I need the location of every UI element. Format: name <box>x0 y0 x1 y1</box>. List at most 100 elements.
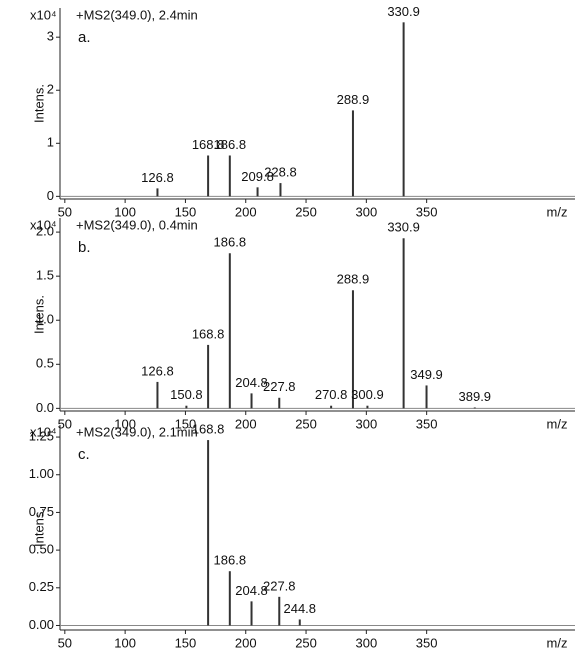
peak <box>156 381 159 409</box>
y-tick-label: 1 <box>47 135 54 150</box>
peak <box>278 596 281 626</box>
y-multiplier: x10⁴ <box>30 217 57 232</box>
peak <box>278 397 281 409</box>
peak-label: 186.8 <box>214 553 247 568</box>
x-tick-label: 150 <box>175 635 197 650</box>
peak-label: 186.8 <box>214 235 247 250</box>
peak-label: 227.8 <box>263 578 296 593</box>
peak-label: 168.8 <box>192 422 225 437</box>
peak-label: 204.8 <box>235 583 268 598</box>
peak-label: 168.8 <box>192 326 225 341</box>
y-tick-label: 0.25 <box>29 579 54 594</box>
x-tick-label: 200 <box>235 416 257 431</box>
x-tick-label: 350 <box>416 416 438 431</box>
x-axis-label: m/z <box>547 635 568 650</box>
peak-label: 330.9 <box>387 4 420 19</box>
panel-title: +MS2(349.0), 2.1min <box>76 424 198 439</box>
x-tick-label: 250 <box>295 635 317 650</box>
peak <box>156 188 159 197</box>
panel-title: +MS2(349.0), 0.4min <box>76 217 198 232</box>
x-tick-label: 150 <box>175 204 197 219</box>
x-tick-label: 100 <box>114 204 136 219</box>
x-tick-label: 200 <box>235 635 257 650</box>
x-axis-label: m/z <box>547 416 568 431</box>
peak-label: 300.9 <box>351 387 384 402</box>
x-tick-label: 50 <box>58 204 72 219</box>
y-tick-label: 0.0 <box>36 400 54 415</box>
y-tick-label: 0.00 <box>29 617 54 632</box>
y-axis-label: Intens. <box>31 84 46 123</box>
panel-label: c. <box>78 446 90 463</box>
peak-label: 204.8 <box>235 375 268 390</box>
peak-label: 270.8 <box>315 387 348 402</box>
x-tick-label: 250 <box>295 416 317 431</box>
peak <box>228 571 231 626</box>
peak <box>185 405 188 409</box>
x-tick-label: 150 <box>175 416 197 431</box>
y-tick-label: 0.5 <box>36 356 54 371</box>
y-tick-label: 1.0 <box>36 312 54 327</box>
x-axis-label: m/z <box>547 204 568 219</box>
peak <box>228 155 231 197</box>
x-tick-label: 50 <box>58 416 72 431</box>
peak <box>351 290 354 409</box>
y-axis-label: Intens. <box>31 508 46 547</box>
peak-label: 330.9 <box>387 220 420 235</box>
x-tick-label: 50 <box>58 635 72 650</box>
peak-label: 168.8 <box>192 137 225 152</box>
peak <box>250 393 253 409</box>
peak <box>207 155 210 197</box>
peak <box>366 405 369 409</box>
peak <box>256 187 259 197</box>
peak-label: 126.8 <box>141 363 174 378</box>
panel-label: b. <box>78 239 91 256</box>
x-tick-label: 300 <box>355 416 377 431</box>
peak-label: 209.8 <box>241 169 274 184</box>
peak <box>228 253 231 409</box>
peak <box>279 183 282 197</box>
x-tick-label: 200 <box>235 204 257 219</box>
peak-label: 244.8 <box>283 601 316 616</box>
y-tick-label: 0.50 <box>29 542 54 557</box>
panel-label: a. <box>78 29 91 46</box>
peak-label: 186.8 <box>214 137 247 152</box>
peak-label: 126.8 <box>141 170 174 185</box>
y-tick-label: 3 <box>47 29 54 44</box>
y-multiplier: x10⁴ <box>30 7 57 22</box>
peak <box>425 385 428 409</box>
x-tick-label: 300 <box>355 635 377 650</box>
y-tick-label: 1.5 <box>36 268 54 283</box>
peak-label: 227.8 <box>263 379 296 394</box>
peak-label: 228.8 <box>264 165 297 180</box>
peak <box>207 344 210 409</box>
x-tick-label: 350 <box>416 204 438 219</box>
x-tick-label: 100 <box>114 635 136 650</box>
y-axis-label: Intens. <box>31 295 46 334</box>
panel-title: +MS2(349.0), 2.4min <box>76 7 198 22</box>
peak-label: 389.9 <box>459 389 492 404</box>
peak <box>351 110 354 197</box>
peak <box>250 601 253 626</box>
peak-label: 349.9 <box>410 367 443 382</box>
y-tick-label: 2 <box>47 82 54 97</box>
peak-label: 150.8 <box>170 387 203 402</box>
peak-label: 288.9 <box>337 92 370 107</box>
x-tick-label: 300 <box>355 204 377 219</box>
x-tick-label: 250 <box>295 204 317 219</box>
y-tick-label: 1.00 <box>29 466 54 481</box>
x-tick-label: 350 <box>416 635 438 650</box>
y-tick-label: 0.75 <box>29 504 54 519</box>
peak <box>402 238 405 409</box>
x-tick-label: 100 <box>114 416 136 431</box>
y-tick-label: 2.0 <box>36 224 54 239</box>
peak <box>298 619 301 626</box>
peak <box>402 22 405 197</box>
y-tick-label: 0 <box>47 188 54 203</box>
y-multiplier: x10⁴ <box>30 424 57 439</box>
peak <box>473 407 476 409</box>
y-tick-label: 1.25 <box>29 428 54 443</box>
peak-label: 288.9 <box>337 272 370 287</box>
peak <box>330 405 333 409</box>
peak <box>207 440 210 626</box>
